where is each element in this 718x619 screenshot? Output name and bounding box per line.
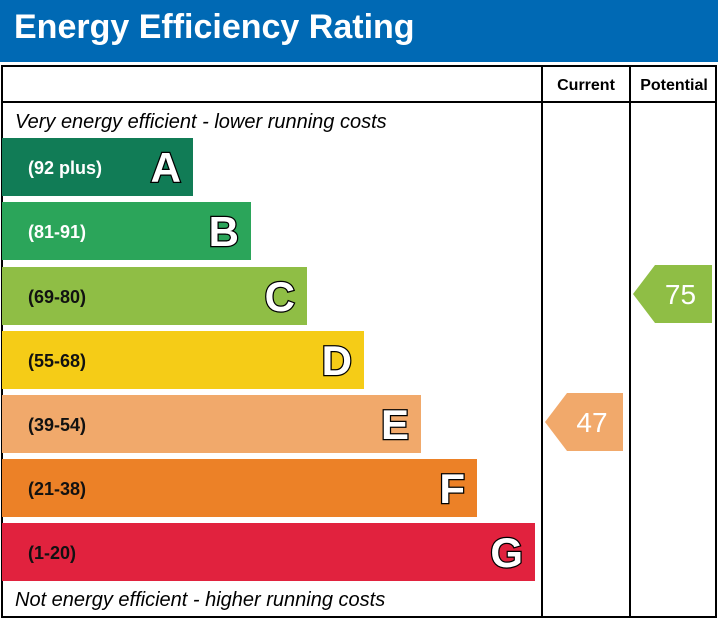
band-bar-b (2, 202, 251, 260)
band-letter-f: F (439, 465, 465, 512)
band-letter-d: D (322, 337, 352, 384)
potential-rating-arrow (633, 265, 712, 323)
band-letter-e: E (381, 401, 409, 448)
band-range-b: (81-91) (28, 222, 86, 242)
column-header-current: Current (557, 77, 615, 94)
band-bar-f (2, 459, 477, 517)
band-bar-a (2, 138, 193, 196)
header-bar: Energy Efficiency Rating (0, 0, 718, 62)
current-rating-value: 47 (576, 407, 607, 438)
band-letter-a: A (151, 144, 181, 191)
band-range-g: (1-20) (28, 543, 76, 563)
band-letter-g: G (490, 529, 523, 576)
potential-rating-value: 75 (665, 279, 696, 310)
page-title: Energy Efficiency Rating (14, 8, 415, 46)
top-note: Very energy efficient - lower running co… (15, 111, 387, 133)
band-range-e: (39-54) (28, 415, 86, 435)
band-bar-e (2, 395, 421, 453)
band-range-f: (21-38) (28, 479, 86, 499)
band-range-c: (69-80) (28, 287, 86, 307)
band-range-a: (92 plus) (28, 158, 102, 178)
band-bar-g (2, 523, 535, 581)
bottom-note: Not energy efficient - higher running co… (15, 589, 385, 611)
band-letter-c: C (265, 273, 295, 320)
current-rating-arrow (545, 393, 623, 451)
column-header-potential: Potential (640, 77, 708, 94)
band-bar-c (2, 267, 307, 325)
band-bar-d (2, 331, 364, 389)
band-range-d: (55-68) (28, 351, 86, 371)
band-letter-b: B (209, 208, 239, 255)
